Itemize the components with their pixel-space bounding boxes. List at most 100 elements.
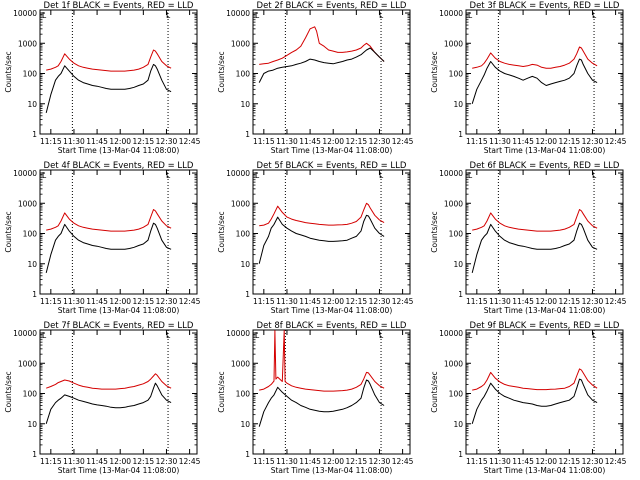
- chart-panel-2: Det 2f BLACK = Events, RED = LLD 1 10 100 10…: [217, 1, 414, 155]
- y-tick-label: 1000: [18, 199, 37, 208]
- plot-frame: [252, 9, 411, 135]
- series-line-lld: [46, 373, 172, 390]
- x-tick-label: 12:00: [322, 137, 344, 146]
- x-tick-label: 11:15: [466, 137, 488, 146]
- y-axis-label: Counts/sec: [4, 211, 13, 252]
- series-line-events: [471, 222, 598, 274]
- y-tick-label: 100: [23, 230, 38, 239]
- series-line-events: [258, 379, 385, 427]
- x-tick-label: 11:45: [299, 137, 321, 146]
- x-tick-label: 12:45: [605, 137, 627, 146]
- x-tick-label: 11:15: [466, 297, 488, 306]
- y-tick-label: 10000: [226, 9, 250, 18]
- y-tick-label: 10000: [13, 169, 37, 178]
- plot-frame: [39, 169, 198, 295]
- chart-title: Det 4f BLACK = Events, RED = LLD: [44, 161, 194, 171]
- x-tick-label: 12:45: [392, 297, 414, 306]
- marker-label: L: [592, 171, 597, 180]
- y-tick-label: 100: [449, 230, 464, 239]
- series-line-events: [258, 214, 385, 264]
- y-tick-label: 1: [458, 450, 463, 459]
- x-tick-label: 11:15: [40, 137, 62, 146]
- x-tick-label: 11:30: [63, 457, 85, 466]
- y-tick-label: 10: [240, 100, 250, 109]
- series-line-events: [258, 47, 385, 83]
- chart-title: Det 5f BLACK = Events, RED = LLD: [257, 161, 407, 171]
- y-axis-label: Counts/sec: [217, 371, 226, 412]
- y-axis-label: Counts/sec: [217, 211, 226, 252]
- chart-title: Det 2f BLACK = Events, RED = LLD: [257, 1, 407, 11]
- y-tick-label: 1000: [231, 39, 250, 48]
- x-tick-label: 12:15: [133, 457, 155, 466]
- x-tick-label: 11:45: [86, 457, 108, 466]
- y-tick-label: 1: [32, 290, 37, 299]
- x-tick-label: 11:30: [489, 457, 511, 466]
- y-axis-label: Counts/sec: [4, 51, 13, 92]
- y-tick-label: 1000: [18, 359, 37, 368]
- marker-label: L: [468, 171, 473, 180]
- y-tick-label: 10000: [13, 329, 37, 338]
- x-axis-label: Start Time (13-Mar-04 11:08:00): [58, 466, 180, 475]
- series-line-events: [45, 63, 172, 114]
- y-tick-label: 10: [453, 420, 463, 429]
- marker-label: L: [166, 331, 171, 340]
- x-axis-label: Start Time (13-Mar-04 11:08:00): [271, 466, 393, 475]
- y-tick-label: 10000: [439, 329, 463, 338]
- y-tick-label: 100: [449, 390, 464, 399]
- x-tick-label: 11:30: [63, 137, 85, 146]
- y-tick-label: 10000: [226, 169, 250, 178]
- chart-panel-3: Det 3f BLACK = Events, RED = LLD 1 10 100 10…: [430, 1, 627, 155]
- x-tick-label: 12:15: [559, 137, 581, 146]
- y-axis-label: Counts/sec: [4, 371, 13, 412]
- x-tick-label: 12:30: [156, 297, 178, 306]
- x-tick-label: 12:00: [322, 297, 344, 306]
- x-tick-label: 12:15: [346, 297, 368, 306]
- series-line-lld: [46, 49, 172, 72]
- x-tick-label: 12:45: [179, 297, 201, 306]
- x-tick-label: 12:15: [346, 137, 368, 146]
- x-axis-label: Start Time (13-Mar-04 11:08:00): [271, 306, 393, 315]
- x-tick-label: 12:00: [109, 137, 131, 146]
- x-tick-label: 11:45: [299, 457, 321, 466]
- x-tick-label: 11:30: [489, 137, 511, 146]
- chart-panel-9: Det 9f BLACK = Events, RED = LLD 1 10 100 10…: [430, 321, 627, 475]
- y-tick-label: 100: [23, 390, 38, 399]
- chart-title: Det 8f BLACK = Events, RED = LLD: [257, 321, 407, 331]
- chart-panel-8: Det 8f BLACK = Events, RED = LLD 1 10 100 10…: [217, 321, 414, 475]
- x-tick-label: 12:00: [109, 297, 131, 306]
- y-tick-label: 100: [236, 70, 251, 79]
- marker-label: L: [42, 11, 47, 20]
- marker-label: L: [42, 171, 47, 180]
- marker-label: L: [255, 331, 260, 340]
- y-axis-label: Counts/sec: [430, 211, 439, 252]
- marker-label: L: [166, 171, 171, 180]
- chart-panel-1: Det 1f BLACK = Events, RED = LLD 1 10 100 10…: [4, 1, 201, 155]
- marker-label: L: [592, 11, 597, 20]
- x-tick-label: 12:45: [605, 297, 627, 306]
- y-tick-label: 10000: [226, 329, 250, 338]
- marker-label: L: [166, 11, 171, 20]
- x-tick-label: 11:15: [40, 457, 62, 466]
- chart-panel-6: Det 6f BLACK = Events, RED = LLD 1 10 100 10…: [430, 161, 627, 315]
- x-tick-label: 11:45: [86, 297, 108, 306]
- marker-label: L: [379, 331, 384, 340]
- x-tick-label: 12:00: [535, 457, 557, 466]
- series-line-events: [471, 58, 598, 104]
- marker-label: L: [592, 331, 597, 340]
- series-line-lld: [472, 368, 598, 391]
- x-axis-label: Start Time (13-Mar-04 11:08:00): [271, 146, 393, 155]
- y-tick-label: 10000: [13, 9, 37, 18]
- plot-frame: [252, 329, 411, 455]
- x-tick-label: 11:45: [512, 137, 534, 146]
- x-tick-label: 12:45: [605, 457, 627, 466]
- y-tick-label: 100: [449, 70, 464, 79]
- marker-label: L: [255, 171, 260, 180]
- y-tick-label: 10: [240, 420, 250, 429]
- y-tick-label: 100: [236, 230, 251, 239]
- series-line-lld: [46, 209, 172, 232]
- y-tick-label: 10000: [439, 169, 463, 178]
- x-tick-label: 11:30: [276, 297, 298, 306]
- y-tick-label: 10: [27, 100, 37, 109]
- x-tick-label: 11:45: [512, 457, 534, 466]
